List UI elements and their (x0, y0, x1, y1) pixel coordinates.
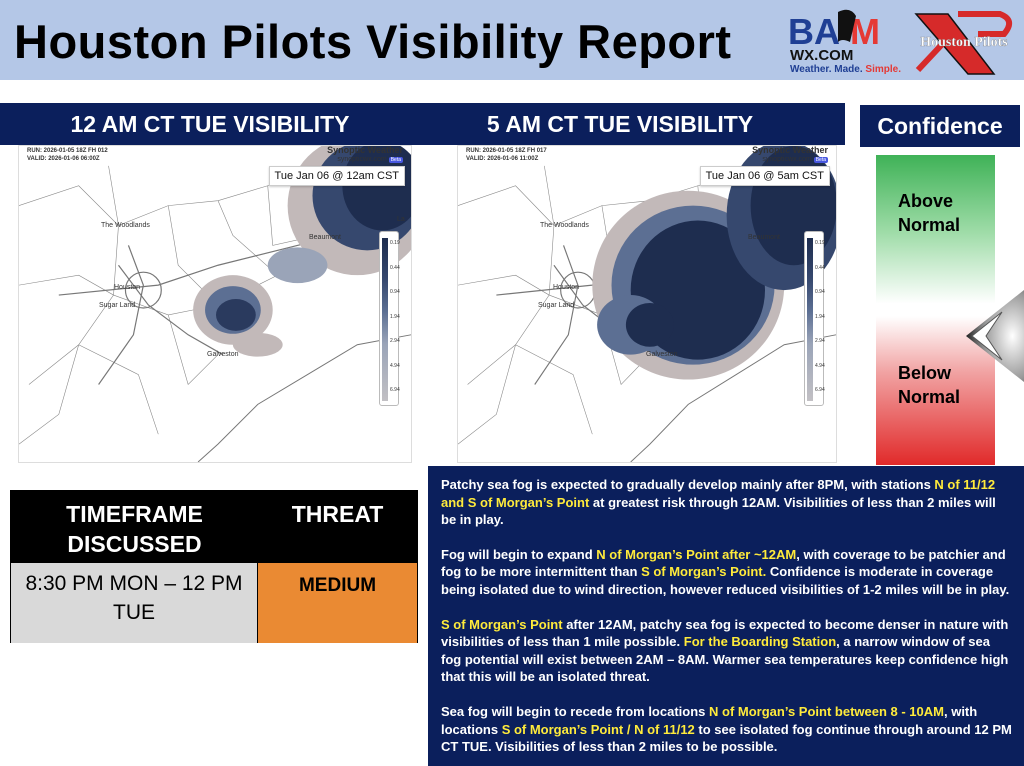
city-label-sugarland: Sugar Land (538, 302, 575, 309)
legend-value: 6.94 (390, 387, 400, 393)
svg-text:WX.COM: WX.COM (790, 47, 853, 64)
above-normal-label: Above Normal (898, 191, 961, 235)
valid-time-stamp: Tue Jan 06 @ 5am CST (699, 166, 830, 186)
discussion-text: Sea fog will begin to recede from locati… (441, 703, 709, 719)
legend-value: 0.44 (815, 264, 825, 271)
confidence-pointer-icon (966, 290, 1024, 382)
discussion-text: after 12AM, patchy sea fog is expected t… (441, 616, 1009, 650)
city-label-woodlands: The Woodlands (101, 222, 150, 229)
highlighted-location: N of Morgan’s Point after ~12AM (596, 546, 797, 562)
discussion-text: at greatest risk through 12AM. Visibilit… (441, 494, 996, 528)
beta-badge: Beta (813, 157, 828, 163)
map1-title: 12 AM CT TUE VISIBILITY (70, 110, 350, 137)
brand-name: Synoptic Weather (327, 145, 403, 155)
run-time: RUN: 2026-01-05 18Z FH 012 (27, 148, 108, 154)
highlighted-location: S of Morgan’s Point / N of 11/12 (501, 721, 695, 737)
legend-value: 6.94 (815, 387, 825, 393)
legend-value: 0.44 (390, 264, 400, 271)
discussion-paragraph: Patchy sea fog is expected to gradually … (441, 476, 1012, 529)
synoptic-brand: Synoptic Weather synopticwx.com Beta (752, 146, 828, 164)
threat-table: TIMEFRAME DISCUSSED THREAT 8:30 PM MON –… (10, 490, 418, 643)
city-label-houston: Houston (114, 284, 141, 291)
svg-text:Houston Pilots: Houston Pilots (920, 35, 1008, 50)
legend-value: 1.94 (815, 313, 825, 320)
map-basemap (458, 146, 836, 462)
map-basemap (19, 146, 411, 462)
legend-value: 0.94 (390, 289, 400, 295)
visibility-map-5am: RUN: 2026-01-05 18Z FH 017 VALID: 2026-01… (457, 145, 837, 463)
timeframe-value: 8:30 PM MON – 12 PM TUE (11, 563, 258, 643)
header: Houston Pilots Visibility Report BA M WX… (0, 0, 1024, 80)
valid-time: VALID: 2026-01-06 11:00Z (466, 156, 539, 162)
highlighted-location: S of Morgan’s Point (441, 616, 563, 632)
legend-value: 4.94 (390, 362, 400, 369)
discussion-text: , with locations (441, 703, 978, 737)
valid-time-stamp: Tue Jan 06 @ 12am CST (268, 166, 405, 186)
model-run-info: RUN: 2026-01-05 18Z FH 012 VALID: 2026-01… (27, 147, 108, 163)
legend-colorbar (807, 238, 813, 401)
city-label-lake: La (397, 216, 405, 223)
confidence-title: Confidence (860, 105, 1020, 147)
city-label-woodlands: The Woodlands (540, 222, 589, 229)
city-label-sugarland: Sugar Land (99, 302, 136, 309)
city-label-houston: Houston (553, 284, 580, 291)
discussion-text: to see isolated fog continue through aro… (441, 721, 1012, 755)
bamwx-logo: BA M WX.COM Weather. Made. Simple. (788, 9, 901, 75)
map-banner-bar (0, 103, 845, 145)
visibility-map-12am: RUN: 2026-01-05 18Z FH 012 VALID: 2026-01… (18, 145, 412, 463)
legend-value: 0.94 (815, 289, 825, 295)
svg-text:BA: BA (788, 11, 840, 52)
highlighted-location: For the Boarding Station (683, 634, 837, 650)
run-time: RUN: 2026-01-05 18Z FH 017 (466, 148, 547, 154)
discussion-paragraph: Fog will begin to expand N of Morgan’s P… (441, 546, 1012, 599)
legend-value: 4.94 (815, 362, 825, 369)
svg-text:Weather. Made. Simple.: Weather. Made. Simple. (790, 64, 901, 75)
city-label-galveston: Galveston (207, 351, 239, 358)
discussion-paragraph: Sea fog will begin to recede from locati… (441, 703, 1012, 756)
houston-pilots-logo: Houston Pilots (914, 11, 1013, 75)
discussion-text: Fog will begin to expand (441, 546, 597, 562)
threat-level: MEDIUM (258, 563, 417, 643)
legend-value: 2.94 (390, 338, 400, 344)
beta-badge: Beta (388, 157, 403, 163)
city-label-galveston: Galveston (646, 351, 678, 358)
visibility-legend: 0.19 0.44 0.94 1.94 2.94 4.94 6.94 (804, 231, 825, 406)
city-label-beaumont: Beaumont (748, 234, 780, 241)
highlighted-location: N of 11/12 and S of Morgan’s Point (441, 477, 996, 510)
map2-title: 5 AM CT TUE VISIBILITY (486, 110, 754, 137)
discussion-paragraph: S of Morgan’s Point after 12AM, patchy s… (441, 616, 1012, 686)
city-label-beaumont: Beaumont (309, 234, 341, 241)
brand-site: synopticwx.com (337, 156, 387, 163)
visibility-legend: 0.19 0.44 0.94 1.94 2.94 4.94 6.94 (379, 231, 400, 406)
discussion-text: Confidence is moderate in coverage being… (441, 564, 1010, 597)
synoptic-brand: Synoptic Weather synopticwx.com Beta (327, 146, 403, 164)
threat-header: THREAT (258, 491, 417, 563)
discussion-text: , a narrow window of sea fog potential w… (441, 634, 1009, 685)
highlighted-location: N of Morgan’s Point between 8 - 10AM (709, 703, 944, 719)
brand-site: synopticwx.com (762, 156, 812, 163)
legend-value: 0.19 (815, 240, 825, 246)
highlighted-location: S of Morgan’s Point. (641, 564, 767, 580)
legend-value: 2.94 (815, 338, 825, 344)
timeframe-header: TIMEFRAME DISCUSSED (11, 491, 258, 563)
legend-colorbar (382, 238, 388, 401)
below-normal-label: Below Normal (898, 363, 961, 407)
legend-value: 0.19 (390, 240, 400, 246)
confidence-gauge: Above Normal Below Normal (876, 155, 995, 465)
forecast-discussion: Patchy sea fog is expected to gradually … (428, 466, 1024, 766)
model-run-info: RUN: 2026-01-05 18Z FH 017 VALID: 2026-01… (466, 147, 547, 163)
page-title: Houston Pilots Visibility Report (14, 15, 732, 68)
discussion-text: , with coverage to be patchier and fog t… (441, 546, 1006, 580)
city-label-lake: La (836, 216, 837, 223)
brand-name: Synoptic Weather (752, 145, 828, 155)
legend-value: 1.94 (390, 313, 400, 320)
discussion-text: Patchy sea fog is expected to gradually … (441, 477, 935, 492)
valid-time: VALID: 2026-01-06 06:00Z (27, 156, 100, 162)
